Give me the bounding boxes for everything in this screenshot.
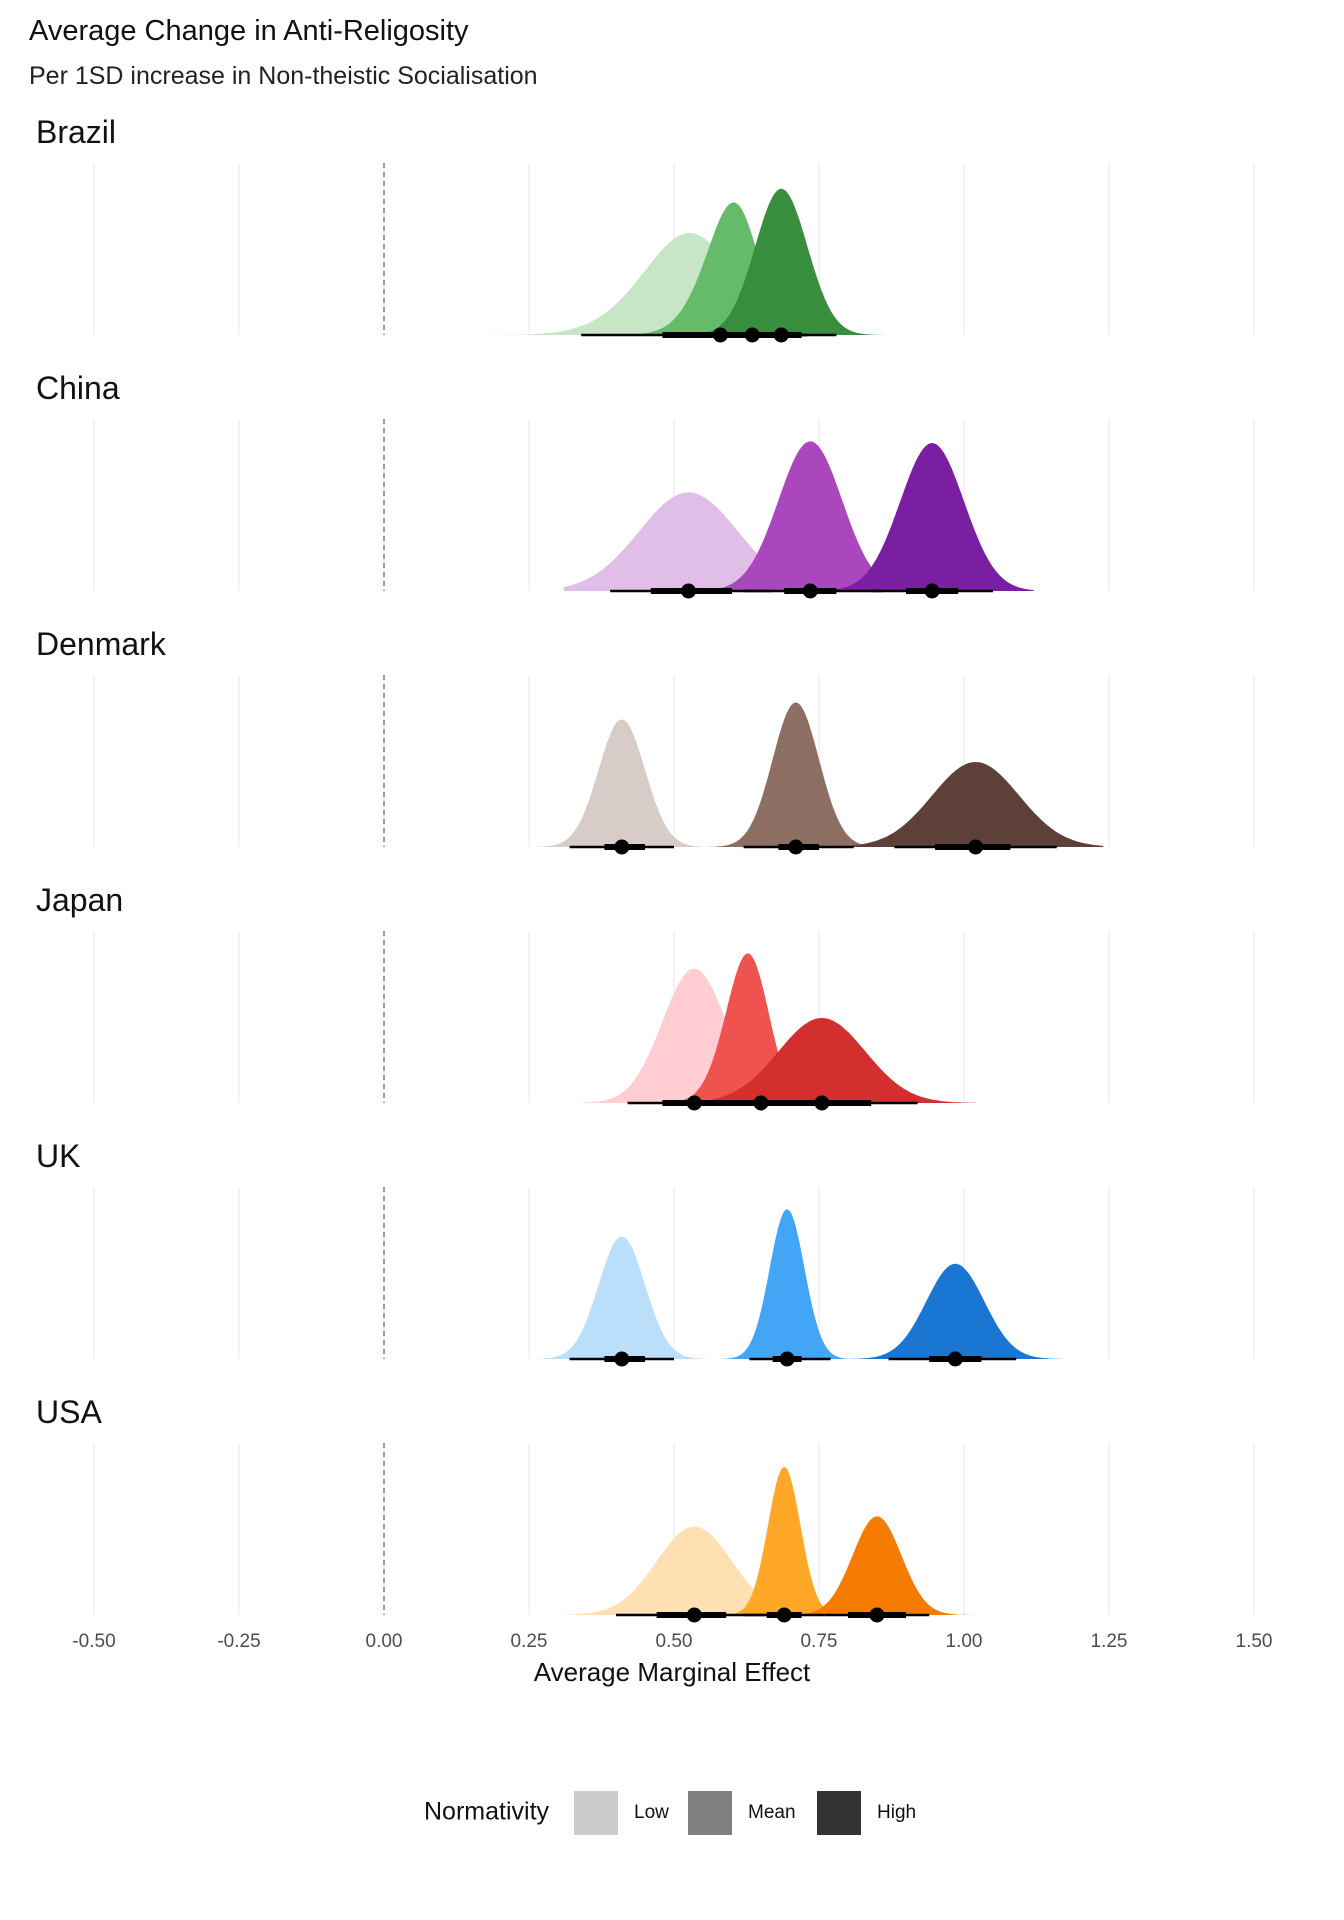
density-uk-low [534, 1236, 709, 1359]
density-denmark-high [848, 762, 1104, 847]
density-denmark-mean [708, 702, 872, 847]
legend-title: Normativity [424, 1798, 550, 1826]
x-tick-label: 0.25 [511, 1631, 548, 1652]
panels-group: Brazil China Denmark Japan UK USA [36, 114, 1255, 1623]
density-japan-mean [674, 953, 872, 1103]
density-brazil-low [453, 233, 906, 335]
x-tick-label: -0.25 [217, 1631, 260, 1652]
legend-label-mean: Mean [748, 1802, 796, 1823]
density-usa-low [563, 1526, 848, 1615]
point-estimate-mean [753, 1095, 769, 1111]
panel-china: China [36, 370, 1255, 599]
point-estimate-low [686, 1095, 702, 1111]
legend: Normativity Low Mean High [424, 1791, 916, 1835]
point-estimate-mean [776, 1607, 792, 1623]
density-japan-high [662, 1018, 976, 1103]
panel-label: USA [36, 1394, 102, 1430]
panel-denmark: Denmark [36, 626, 1255, 855]
panel-label: Japan [36, 882, 123, 918]
density-brazil-mean [587, 202, 877, 335]
point-estimate-mean [788, 839, 804, 855]
panel-label: UK [36, 1138, 80, 1174]
panel-label: Brazil [36, 114, 116, 150]
density-china-high [836, 443, 1034, 591]
point-estimate-low [686, 1607, 702, 1623]
legend-label-low: Low [634, 1802, 669, 1823]
x-tick-label: 0.50 [656, 1631, 693, 1652]
density-usa-high [790, 1516, 976, 1615]
point-estimate-low [681, 583, 696, 599]
density-denmark-low [534, 719, 703, 847]
point-estimate-high [869, 1607, 885, 1623]
x-axis: -0.50 -0.25 0.00 0.25 0.50 0.75 1.00 1.25 1.50 [72, 1631, 1272, 1652]
legend-key-high [817, 1791, 861, 1835]
point-estimate-low [614, 839, 630, 855]
panel-label: Denmark [36, 626, 167, 662]
panel-uk: UK [36, 1138, 1255, 1367]
x-tick-label: 0.75 [801, 1631, 838, 1652]
legend-key-mean [688, 1791, 732, 1835]
x-tick-label: 1.25 [1091, 1631, 1128, 1652]
density-brazil-high [662, 188, 883, 335]
x-tick-label: 1.50 [1236, 1631, 1273, 1652]
x-tick-label: -0.50 [72, 1631, 115, 1652]
point-estimate-high [924, 583, 940, 599]
panel-japan: Japan [36, 882, 1255, 1111]
density-china-low [563, 492, 848, 591]
x-tick-label: 0.00 [366, 1631, 403, 1652]
density-china-mean [720, 441, 941, 591]
density-uk-mean [720, 1209, 848, 1359]
point-estimate-mean [779, 1351, 795, 1367]
chart-subtitle: Per 1SD increase in Non-theistic Sociali… [29, 62, 538, 90]
panel-brazil: Brazil [36, 114, 1255, 343]
x-tick-label: 1.00 [946, 1631, 983, 1652]
x-axis-title: Average Marginal Effect [534, 1657, 811, 1687]
point-estimate-low [712, 327, 728, 343]
point-estimate-high [773, 327, 789, 343]
legend-label-high: High [877, 1802, 916, 1823]
point-estimate-high [968, 839, 984, 855]
point-estimate-high [947, 1351, 963, 1367]
point-estimate-low [614, 1351, 630, 1367]
legend-key-low [574, 1791, 618, 1835]
point-estimate-mean [802, 583, 818, 599]
point-estimate-mean [744, 327, 760, 343]
panel-usa: USA [36, 1394, 1255, 1623]
density-uk-high [848, 1263, 1063, 1359]
panel-label: China [36, 370, 120, 406]
point-estimate-high [814, 1095, 830, 1111]
chart-title: Average Change in Anti-Religosity [29, 15, 469, 47]
density-usa-mean [714, 1467, 860, 1615]
